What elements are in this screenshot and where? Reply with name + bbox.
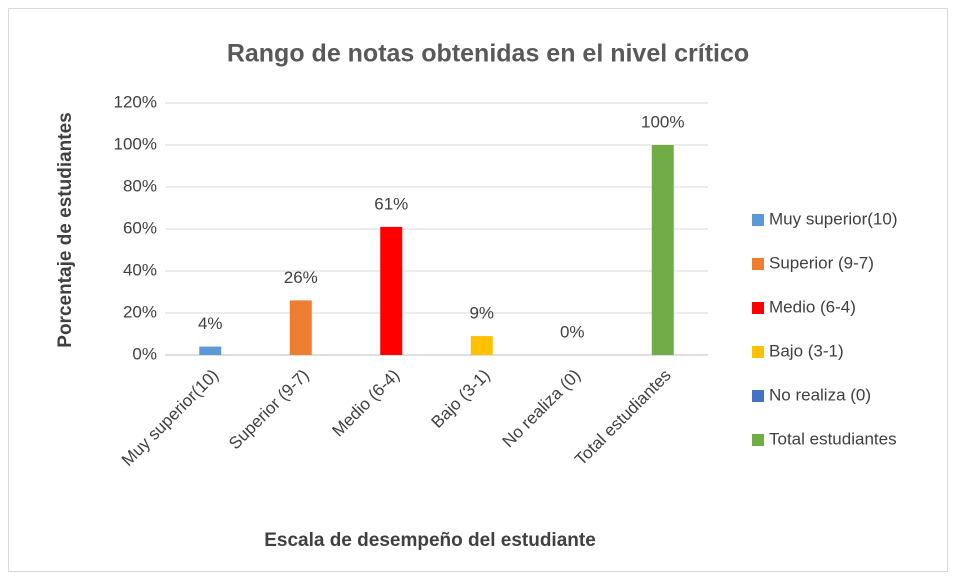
data-label: 100% xyxy=(641,112,684,131)
bar xyxy=(289,300,312,355)
bar xyxy=(380,226,403,355)
legend-label: Superior (9-7) xyxy=(769,253,874,272)
data-label: 9% xyxy=(469,304,494,323)
y-tick-label: 120% xyxy=(114,92,157,111)
x-axis-title: Escala de desempeño del estudiante xyxy=(264,530,596,551)
chart-border xyxy=(8,8,948,572)
chart-title: Rango de notas obtenidas en el nivel crí… xyxy=(227,40,749,68)
data-label: 4% xyxy=(198,314,223,333)
y-tick-label: 100% xyxy=(114,134,157,153)
legend-swatch xyxy=(752,346,764,358)
bar xyxy=(651,145,674,355)
y-tick-label: 20% xyxy=(123,302,157,321)
legend-label: Total estudiantes xyxy=(769,429,897,448)
y-tick-label: 60% xyxy=(123,218,157,237)
legend-label: Muy superior(10) xyxy=(769,209,898,228)
legend-swatch xyxy=(752,214,764,226)
bar xyxy=(470,336,493,355)
y-tick-label: 80% xyxy=(123,176,157,195)
data-label: 26% xyxy=(284,268,318,287)
legend-label: Bajo (3-1) xyxy=(769,341,844,360)
y-axis-title: Porcentaje de estudiantes xyxy=(55,112,76,347)
legend-swatch xyxy=(752,434,764,446)
data-label: 61% xyxy=(374,194,408,213)
legend-swatch xyxy=(752,390,764,402)
y-tick-label: 0% xyxy=(132,344,157,363)
legend-swatch xyxy=(752,258,764,270)
legend-label: No realiza (0) xyxy=(769,385,871,404)
bar xyxy=(199,346,222,355)
data-label: 0% xyxy=(560,322,585,341)
y-tick-label: 40% xyxy=(123,260,157,279)
legend-swatch xyxy=(752,302,764,314)
legend-label: Medio (6-4) xyxy=(769,297,856,316)
